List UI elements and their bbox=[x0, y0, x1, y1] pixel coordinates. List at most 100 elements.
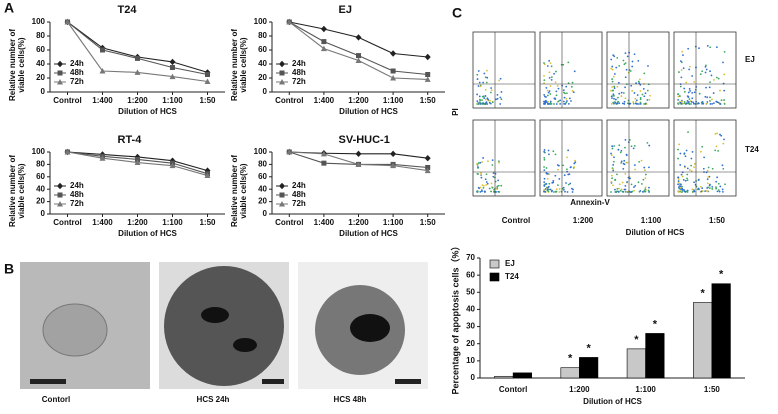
flow-dot bbox=[624, 185, 627, 187]
flow-dot bbox=[477, 162, 480, 164]
x-axis-label: Dilution of HCS bbox=[339, 107, 398, 116]
flow-dot bbox=[630, 84, 633, 87]
flow-dot bbox=[546, 186, 549, 189]
flow-dot bbox=[638, 82, 641, 84]
flow-column-label: 1:50 bbox=[709, 216, 726, 225]
chart-title: T24 bbox=[118, 4, 138, 16]
legend-label: 72h bbox=[292, 77, 306, 86]
flow-dot bbox=[625, 161, 628, 164]
marker bbox=[424, 76, 431, 82]
flow-dot bbox=[485, 184, 488, 186]
flow-dot bbox=[492, 172, 495, 174]
flow-dot bbox=[709, 46, 712, 49]
flow-dot bbox=[677, 191, 680, 193]
flow-dot bbox=[613, 73, 616, 75]
flow-dot bbox=[613, 145, 615, 147]
flow-dot bbox=[721, 188, 724, 191]
flow-dot bbox=[722, 142, 725, 145]
flow-dot bbox=[638, 160, 641, 163]
legend-label: 48h bbox=[292, 190, 306, 199]
flow-dot bbox=[611, 65, 614, 68]
flow-dot bbox=[547, 190, 550, 193]
flow-dot bbox=[697, 102, 700, 105]
flow-dot bbox=[693, 163, 696, 165]
flow-dot bbox=[485, 181, 488, 183]
x-tick-label: 1:50 bbox=[199, 218, 216, 227]
significance-mark: * bbox=[719, 269, 724, 281]
flow-dot bbox=[571, 191, 574, 193]
x-tick-label: 1:200 bbox=[127, 218, 148, 227]
flow-dot bbox=[480, 176, 483, 179]
y-tick-label: 80 bbox=[258, 31, 267, 40]
flow-dot bbox=[622, 191, 625, 193]
flow-y-label: PI bbox=[451, 108, 460, 116]
flow-dot bbox=[562, 164, 565, 167]
flow-dot bbox=[555, 103, 558, 105]
flow-dot bbox=[499, 77, 502, 80]
flow-dot bbox=[481, 95, 484, 98]
flow-dot bbox=[614, 101, 617, 104]
flow-dot bbox=[643, 190, 646, 193]
flow-dot bbox=[644, 188, 647, 191]
flow-dot bbox=[550, 76, 553, 79]
flow-dot bbox=[647, 189, 650, 192]
flow-dot bbox=[546, 65, 549, 67]
flow-dot bbox=[687, 96, 690, 98]
flow-dot bbox=[623, 103, 626, 105]
flow-dot bbox=[562, 100, 565, 103]
flow-dot bbox=[706, 182, 709, 185]
flow-dot bbox=[543, 82, 545, 85]
flow-dot bbox=[678, 71, 680, 73]
flow-dot bbox=[677, 181, 680, 184]
flow-dot bbox=[709, 183, 711, 186]
flow-dot bbox=[646, 142, 649, 144]
flow-dot bbox=[548, 90, 551, 93]
marker bbox=[100, 47, 105, 53]
flow-dot bbox=[636, 94, 639, 96]
flow-dot bbox=[716, 132, 718, 135]
flow-dot bbox=[613, 55, 616, 58]
marker bbox=[204, 78, 211, 84]
flow-dot bbox=[614, 178, 617, 181]
y-tick-label: 20 bbox=[258, 197, 267, 206]
flow-dot bbox=[711, 185, 714, 188]
x-tick-label: 1:50 bbox=[420, 96, 437, 105]
flow-dot bbox=[484, 76, 487, 79]
flow-dot bbox=[485, 173, 488, 176]
flow-dot bbox=[610, 152, 612, 155]
flow-dot bbox=[706, 190, 709, 193]
marker bbox=[279, 60, 285, 68]
flow-dot bbox=[476, 162, 478, 165]
flow-dot bbox=[489, 102, 492, 105]
flow-dot bbox=[702, 102, 705, 105]
significance-mark: * bbox=[634, 334, 639, 346]
marker bbox=[279, 201, 285, 207]
bar bbox=[579, 357, 599, 379]
flow-dot bbox=[545, 167, 548, 169]
x-tick-label: 1:100 bbox=[162, 96, 183, 105]
flow-dot bbox=[486, 103, 489, 105]
flow-dot bbox=[549, 93, 552, 95]
flow-dot bbox=[610, 58, 613, 61]
flow-plot bbox=[673, 119, 737, 197]
flow-dot bbox=[476, 100, 479, 103]
flow-dot bbox=[490, 87, 492, 89]
flow-dot bbox=[684, 155, 687, 158]
flow-dot bbox=[572, 91, 575, 94]
flow-dot bbox=[568, 97, 571, 100]
marker bbox=[204, 172, 211, 179]
legend-label: 48h bbox=[70, 190, 84, 199]
flow-dot bbox=[480, 189, 483, 191]
flow-dot bbox=[706, 178, 709, 181]
flow-dot bbox=[723, 73, 726, 76]
flow-dot bbox=[490, 89, 493, 91]
flow-dot bbox=[705, 68, 708, 71]
y-axis-label-text: Relative number of viable cells(%) bbox=[8, 29, 26, 102]
flow-dot bbox=[634, 184, 637, 187]
legend-label: 24h bbox=[70, 59, 84, 68]
flow-dot bbox=[681, 185, 683, 188]
flow-dot bbox=[484, 95, 487, 97]
y-tick-label: 100 bbox=[254, 17, 268, 26]
flow-dot bbox=[612, 93, 615, 96]
flow-dot bbox=[621, 181, 624, 184]
